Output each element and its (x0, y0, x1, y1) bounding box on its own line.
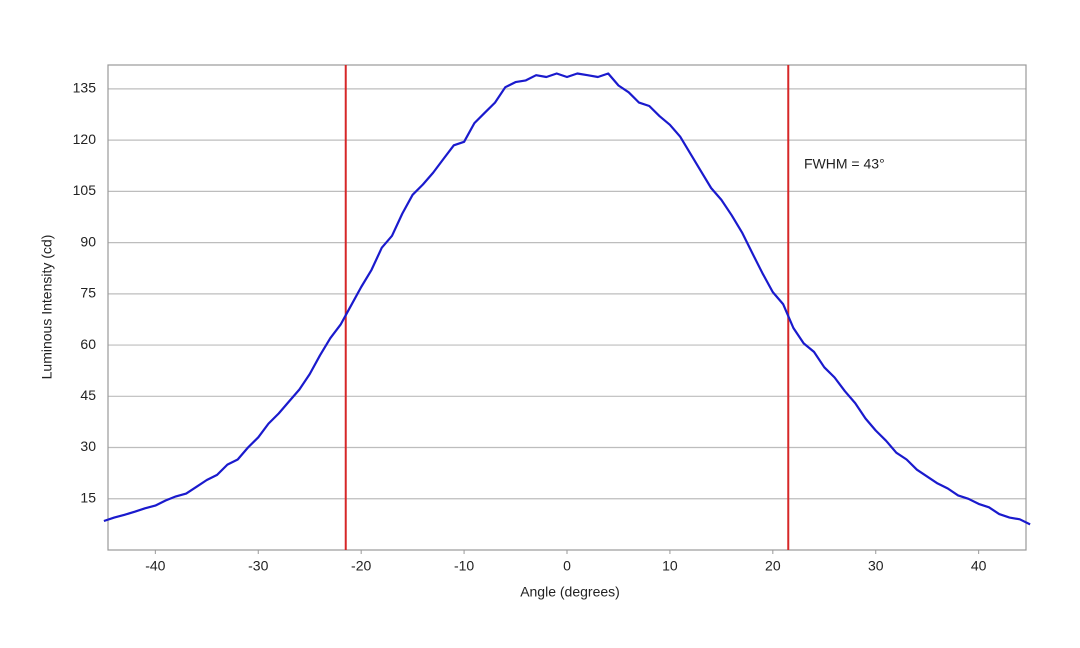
x-tick-label: -10 (454, 558, 474, 574)
y-axis-label: Luminous Intensity (cd) (39, 235, 55, 380)
annotation: FWHM = 43° (804, 156, 885, 172)
y-tick-label: 30 (80, 438, 96, 454)
x-tick-label: 40 (971, 558, 987, 574)
y-tick-label: 105 (73, 182, 97, 198)
y-tick-label: 135 (73, 80, 97, 96)
x-tick-label: -40 (145, 558, 165, 574)
plot-frame (107, 64, 1027, 551)
y-tick-label: 90 (80, 233, 96, 249)
x-axis-label: Angle (degrees) (520, 584, 620, 600)
x-tick-label: -30 (248, 558, 268, 574)
y-tick-label: 75 (80, 285, 96, 301)
y-tick-label: 15 (80, 489, 96, 505)
x-tick-label: -20 (351, 558, 371, 574)
x-tick-label: 20 (765, 558, 781, 574)
y-tick-label: 45 (80, 387, 96, 403)
y-tick-label: 120 (73, 131, 97, 147)
x-tick-label: 30 (868, 558, 884, 574)
x-tick-label: 0 (563, 558, 571, 574)
data-line (103, 72, 1031, 526)
x-tick-label: 10 (662, 558, 678, 574)
y-tick-label: 60 (80, 336, 96, 352)
